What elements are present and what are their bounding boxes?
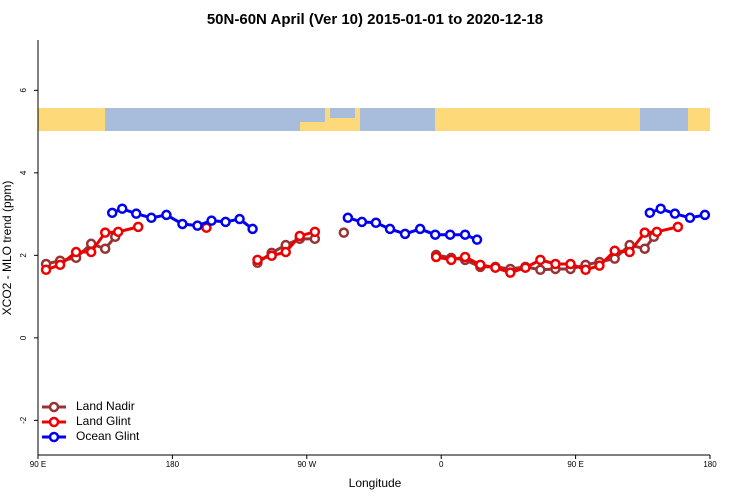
map-ocean xyxy=(150,108,325,122)
map-ocean xyxy=(360,108,435,131)
y-tick-label: 6 xyxy=(19,88,28,93)
point xyxy=(106,207,118,219)
point xyxy=(54,259,66,271)
point xyxy=(655,203,666,214)
point xyxy=(356,216,368,228)
y-tick-label: -2 xyxy=(19,416,28,424)
y-tick-label: 2 xyxy=(19,253,28,258)
point xyxy=(338,227,350,238)
x-tick-label: 0 xyxy=(439,460,444,469)
x-tick-label: 90 W xyxy=(297,460,316,469)
point xyxy=(99,243,111,254)
point xyxy=(445,254,457,266)
point xyxy=(85,246,97,258)
point xyxy=(594,260,605,271)
point xyxy=(116,203,128,214)
point xyxy=(459,251,471,263)
point xyxy=(475,259,486,271)
map-strip xyxy=(38,108,710,131)
map-ocean xyxy=(150,122,300,131)
point xyxy=(40,264,52,276)
point xyxy=(112,226,124,238)
map-ocean xyxy=(105,108,150,131)
x-tick-label: 90 E xyxy=(30,460,46,469)
point xyxy=(220,216,231,228)
map-ocean xyxy=(640,108,688,131)
x-tick-label: 180 xyxy=(703,460,717,469)
point xyxy=(639,243,650,254)
point xyxy=(384,223,396,235)
y-axis-label: XCO2 - MLO trend (ppm) xyxy=(0,181,14,316)
point xyxy=(131,208,142,219)
x-tick-label: 180 xyxy=(166,460,180,469)
point xyxy=(624,246,635,258)
y-tick-label: 0 xyxy=(19,335,28,340)
point xyxy=(644,207,656,219)
point xyxy=(535,264,546,276)
point xyxy=(399,228,411,240)
point xyxy=(146,212,157,224)
point xyxy=(672,221,684,233)
legend-label: Ocean Glint xyxy=(76,429,140,443)
point xyxy=(414,223,426,235)
point xyxy=(294,230,306,242)
legend-marker xyxy=(48,401,60,413)
point xyxy=(429,229,441,240)
point xyxy=(609,245,620,257)
x-tick-label: 90 E xyxy=(567,460,583,469)
point xyxy=(430,251,442,263)
map-ocean xyxy=(330,108,355,118)
x-axis-label: Longitude xyxy=(349,476,402,490)
point xyxy=(651,226,663,238)
point xyxy=(161,209,172,221)
point xyxy=(247,223,258,235)
point xyxy=(684,212,696,224)
chart-title: 50N-60N April (Ver 10) 2015-01-01 to 202… xyxy=(207,11,543,28)
point xyxy=(565,258,576,270)
legend-label: Land Glint xyxy=(76,414,131,428)
point xyxy=(520,262,531,273)
point xyxy=(535,254,546,266)
point xyxy=(490,262,501,273)
point xyxy=(471,234,483,245)
point xyxy=(177,218,188,230)
y-tick-label: 4 xyxy=(19,170,28,175)
point xyxy=(505,267,516,278)
point xyxy=(280,246,291,258)
point xyxy=(99,227,111,238)
legend-label: Land Nadir xyxy=(76,399,135,413)
point xyxy=(370,217,382,228)
point xyxy=(669,208,681,219)
point xyxy=(342,212,354,224)
point xyxy=(132,221,144,233)
point xyxy=(580,264,591,276)
legend-marker xyxy=(48,416,60,428)
point xyxy=(699,209,711,221)
point xyxy=(444,229,456,240)
point xyxy=(252,254,263,266)
point xyxy=(309,226,321,238)
point xyxy=(192,220,203,231)
point xyxy=(266,250,277,262)
point xyxy=(550,258,561,270)
point xyxy=(234,213,245,225)
legend-marker xyxy=(48,431,60,443)
point xyxy=(639,227,650,238)
point xyxy=(206,215,217,226)
point xyxy=(70,246,82,258)
point xyxy=(459,229,471,240)
